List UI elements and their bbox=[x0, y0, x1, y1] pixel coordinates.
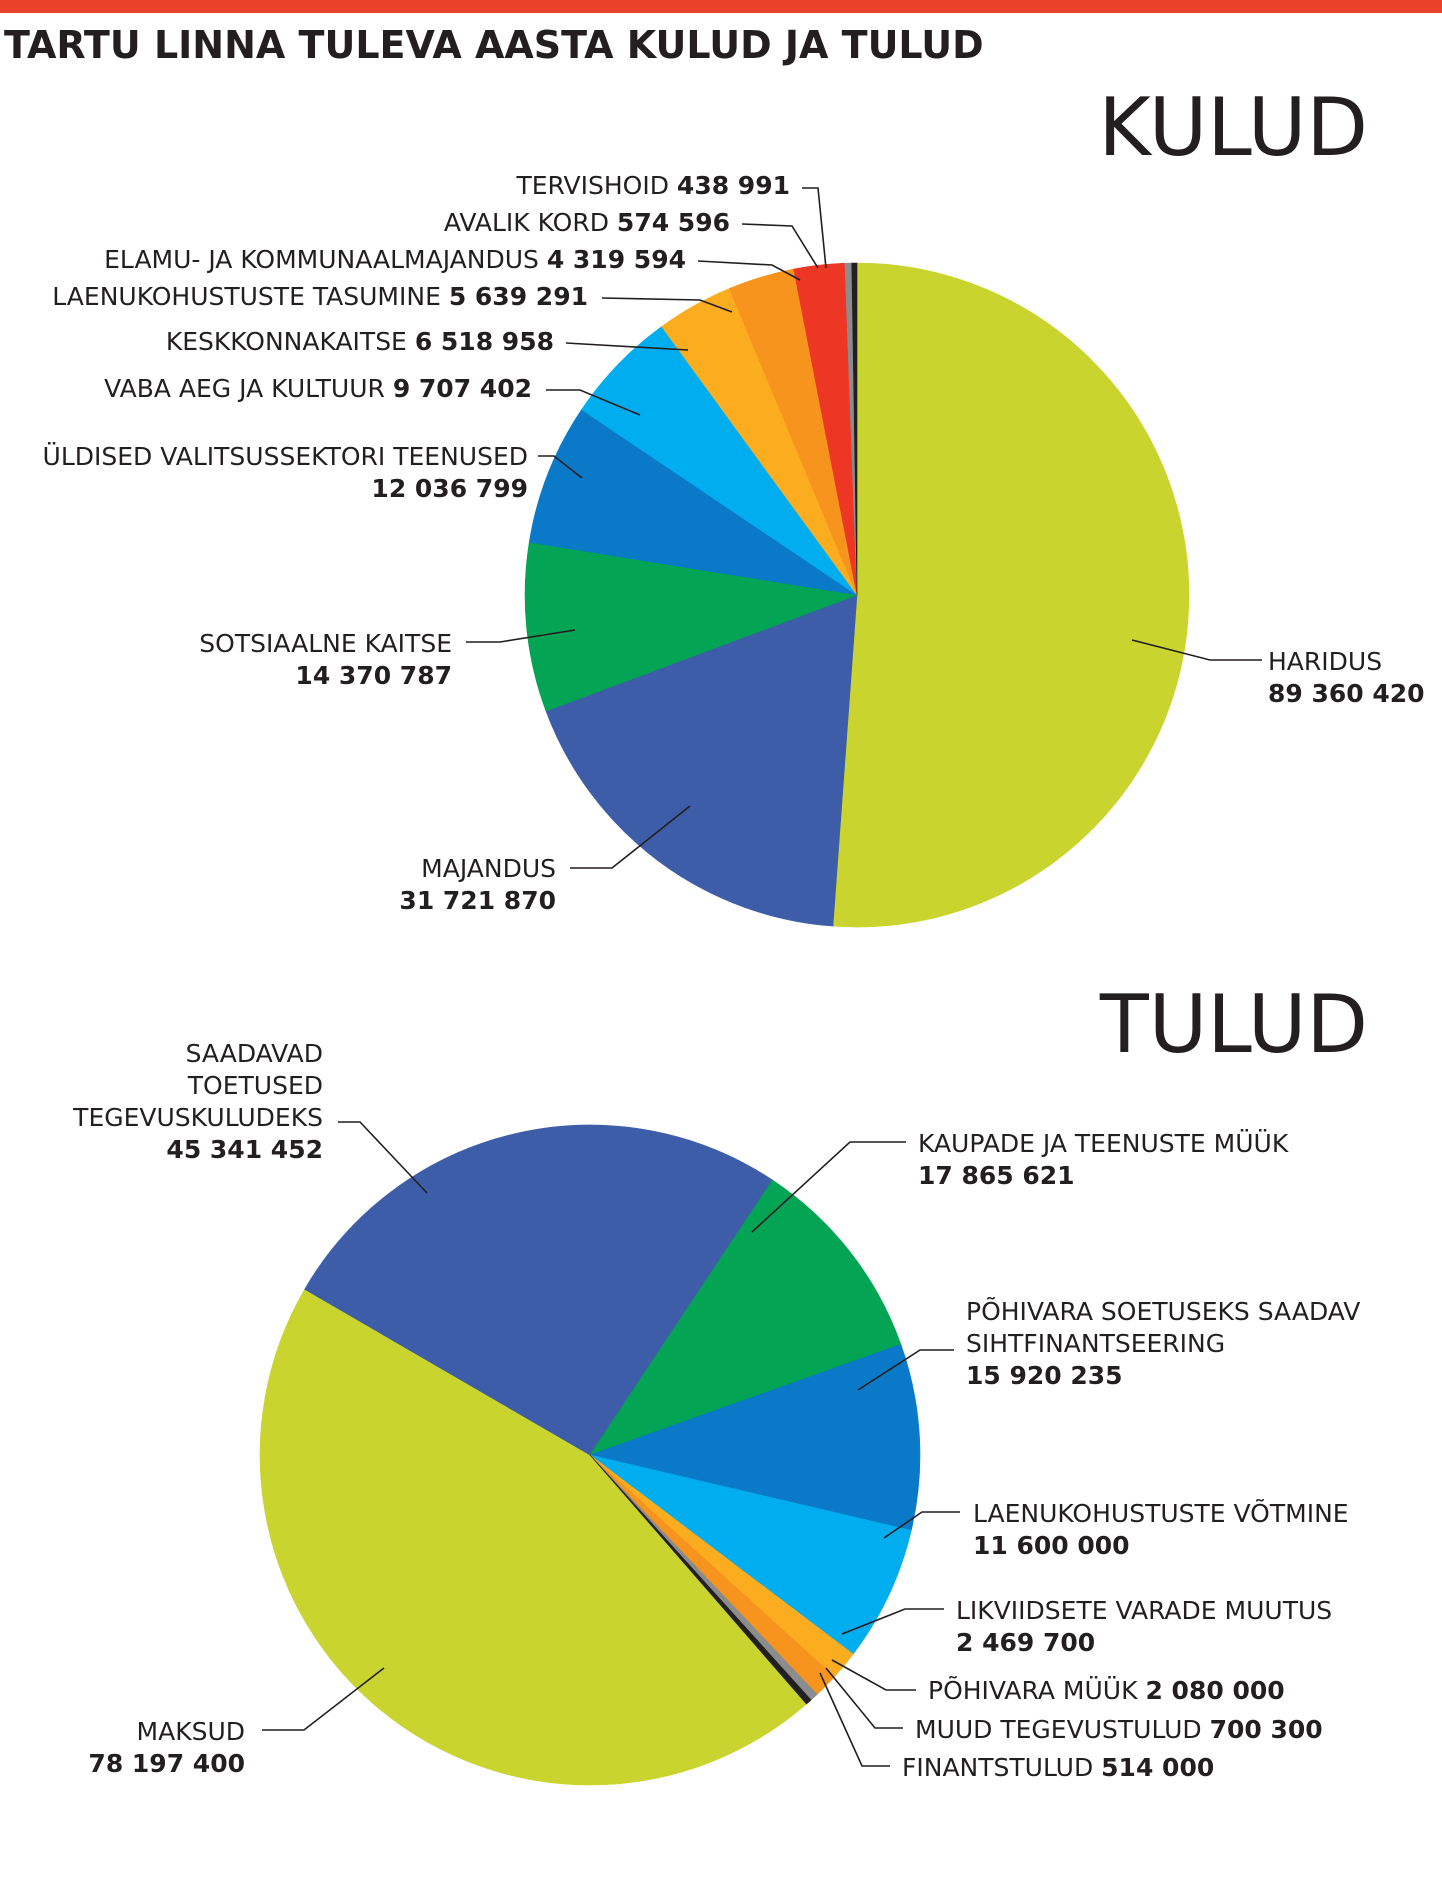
tulud-label-likviidsete-varade-muutus-leader bbox=[841, 1608, 944, 1635]
kulud-label-sotsiaalne-kaitse: SOTSIAALNE KAITSE 14 370 787 bbox=[199, 629, 452, 690]
tulud-label-pohivara-soetuseks-saadav-sihtfinantseering-name-line: PÕHIVARA SOETUSEKS SAADAV bbox=[966, 1296, 1360, 1326]
tulud-chart-title: TULUD bbox=[1099, 978, 1368, 1071]
tulud-label-muud-tegevustulud-value: 700 300 bbox=[1210, 1715, 1323, 1744]
tulud-label-pohivara-soetuseks-saadav-sihtfinantseering-value: 15 920 235 bbox=[966, 1361, 1123, 1390]
tulud-label-kaupade-ja-teenuste-muuk-leader bbox=[751, 1141, 906, 1233]
kulud-label-tervishoid-leader bbox=[802, 187, 827, 269]
kulud-label-elamu-ja-kommunaalmajandus-leader bbox=[697, 260, 801, 281]
tulud-label-finantstulud-name: FINANTSTULUD bbox=[902, 1753, 1101, 1782]
tulud-label-saadavad-toetused-tegevuskuludeks-value: 45 341 452 bbox=[166, 1135, 323, 1164]
kulud-label-laenukohustuste-tasumine-name: LAENUKOHUSTUSTE TASUMINE bbox=[52, 282, 449, 311]
page-title: TARTU LINNA TULEVA AASTA KULUD JA TULUD bbox=[4, 23, 984, 67]
kulud-pie-chart bbox=[524, 262, 1190, 928]
kulud-label-vaba-aeg-ja-kultuur-name: VABA AEG JA KULTUUR bbox=[104, 374, 393, 403]
tulud-label-laenukohustuste-votmine-value: 11 600 000 bbox=[973, 1531, 1130, 1560]
kulud-label-keskkonnakaitse-leader bbox=[565, 342, 689, 351]
kulud-label-haridus-leader bbox=[1131, 639, 1262, 661]
tulud-label-muud-tegevustulud-leader bbox=[825, 1667, 903, 1729]
tulud-label-maksud-value: 78 197 400 bbox=[88, 1749, 245, 1778]
tulud-label-muud-tegevustulud: MUUD TEGEVUSTULUD 700 300 bbox=[915, 1715, 1323, 1744]
tulud-slice-maksud bbox=[259, 1288, 807, 1786]
kulud-label-vaba-aeg-ja-kultuur-value: 9 707 402 bbox=[393, 374, 532, 403]
tulud-label-likviidsete-varade-muutus-value: 2 469 700 bbox=[956, 1628, 1095, 1657]
tulud-label-pohivara-muuk-name: PÕHIVARA MÜÜK bbox=[928, 1675, 1145, 1705]
kulud-slice-uldised-valitsussektori-teenused bbox=[528, 409, 858, 596]
kulud-label-sotsiaalne-kaitse-name-line: SOTSIAALNE KAITSE bbox=[199, 629, 452, 658]
tulud-label-maksud-name-line: MAKSUD bbox=[137, 1717, 245, 1746]
kulud-labels: HARIDUS 89 360 420 MAJANDUS 31 721 870 SOTSI… bbox=[43, 171, 1425, 915]
tulud-label-laenukohustuste-votmine-name-line: LAENUKOHUSTUSTE VÕTMINE bbox=[973, 1498, 1349, 1528]
tulud-label-laenukohustuste-votmine: LAENUKOHUSTUSTE VÕTMINE 11 600 000 bbox=[973, 1498, 1349, 1560]
kulud-label-laenukohustuste-tasumine: LAENUKOHUSTUSTE TASUMINE 5 639 291 bbox=[52, 282, 588, 311]
kulud-label-tervishoid: TERVISHOID 438 991 bbox=[515, 171, 790, 200]
tulud-label-finantstulud-leader bbox=[819, 1672, 890, 1767]
tulud-label-saadavad-toetused-tegevuskuludeks-name-line: TOETUSED bbox=[187, 1071, 323, 1100]
kulud-label-haridus: HARIDUS 89 360 420 bbox=[1268, 647, 1425, 708]
kulud-label-avalik-kord-leader bbox=[741, 223, 819, 269]
kulud-chart-title: KULUD bbox=[1098, 81, 1368, 174]
tulud-label-saadavad-toetused-tegevuskuludeks-name-line: SAADAVAD bbox=[186, 1039, 323, 1068]
kulud-label-avalik-kord-value: 574 596 bbox=[617, 208, 730, 237]
tulud-label-likviidsete-varade-muutus: LIKVIIDSETE VARADE MUUTUS 2 469 700 bbox=[956, 1596, 1332, 1657]
tulud-label-saadavad-toetused-tegevuskuludeks-name-line: TEGEVUSKULUDEKS bbox=[72, 1103, 323, 1132]
kulud-label-uldised-valitsussektori-teenused-value: 12 036 799 bbox=[371, 474, 528, 503]
kulud-label-majandus-name-line: MAJANDUS bbox=[421, 854, 556, 883]
kulud-label-keskkonnakaitse: KESKKONNAKAITSE 6 518 958 bbox=[166, 327, 554, 356]
tulud-slice-kaupade-ja-teenuste-muuk bbox=[589, 1179, 902, 1456]
tulud-label-pohivara-soetuseks-saadav-sihtfinantseering-leader bbox=[857, 1349, 954, 1391]
kulud-slice-sotsiaalne-kaitse bbox=[524, 541, 859, 712]
kulud-label-tervishoid-value: 438 991 bbox=[677, 171, 790, 200]
tulud-label-kaupade-ja-teenuste-muuk: KAUPADE JA TEENUSTE MÜÜK 17 865 621 bbox=[918, 1129, 1289, 1190]
tulud-label-maksud: MAKSUD 78 197 400 bbox=[88, 1717, 245, 1778]
kulud-label-avalik-kord: AVALIK KORD 574 596 bbox=[444, 208, 730, 237]
kulud-label-keskkonnakaitse-name: KESKKONNAKAITSE bbox=[166, 327, 415, 356]
kulud-label-tervishoid-name: TERVISHOID bbox=[515, 171, 676, 200]
tulud-label-pohivara-muuk-leader bbox=[831, 1659, 916, 1691]
kulud-label-majandus-value: 31 721 870 bbox=[399, 886, 556, 915]
tulud-slice-saadavad-toetused-tegevuskuludeks bbox=[304, 1124, 773, 1456]
tulud-slice-laenukohustuste-votmine bbox=[589, 1454, 912, 1655]
tulud-label-kaupade-ja-teenuste-muuk-value: 17 865 621 bbox=[918, 1161, 1075, 1190]
tulud-label-muud-tegevustulud-name: MUUD TEGEVUSTULUD bbox=[915, 1715, 1210, 1744]
tulud-label-finantstulud: FINANTSTULUD 514 000 bbox=[902, 1753, 1214, 1782]
tulud-label-pohivara-soetuseks-saadav-sihtfinantseering: PÕHIVARA SOETUSEKS SAADAV SIHTFINANTSEERI… bbox=[966, 1296, 1360, 1390]
kulud-label-majandus-leader bbox=[570, 805, 691, 869]
kulud-label-keskkonnakaitse-value: 6 518 958 bbox=[415, 327, 554, 356]
tulud-label-saadavad-toetused-tegevuskuludeks: SAADAVAD TOETUSED TEGEVUSKULUDEKS 45 341 45… bbox=[72, 1039, 323, 1164]
tulud-label-pohivara-soetuseks-saadav-sihtfinantseering-name-line: SIHTFINANTSEERING bbox=[966, 1329, 1225, 1358]
top-accent-bar bbox=[0, 0, 1442, 13]
tulud-labels: MAKSUD 78 197 400 SAADAVAD TOETUSED TEGEVUSK… bbox=[72, 1039, 1360, 1782]
kulud-slice-haridus bbox=[832, 262, 1190, 928]
kulud-label-uldised-valitsussektori-teenused: ÜLDISED VALITSUSSEKTORI TEENUSED 12 036 7… bbox=[43, 442, 528, 503]
kulud-label-haridus-name-line: HARIDUS bbox=[1268, 647, 1382, 676]
tulud-label-laenukohustuste-votmine-leader bbox=[883, 1511, 960, 1539]
tulud-label-likviidsete-varade-muutus-name-line: LIKVIIDSETE VARADE MUUTUS bbox=[956, 1596, 1332, 1625]
tulud-slice-finantstulud bbox=[589, 1454, 812, 1705]
kulud-label-uldised-valitsussektori-teenused-leader bbox=[538, 455, 583, 479]
tulud-label-pohivara-muuk: PÕHIVARA MÜÜK 2 080 000 bbox=[928, 1675, 1285, 1705]
kulud-label-elamu-ja-kommunaalmajandus: ELAMU- JA KOMMUNAALMAJANDUS 4 319 594 bbox=[104, 245, 686, 274]
kulud-slice-tervishoid bbox=[851, 262, 858, 596]
kulud-label-elamu-ja-kommunaalmajandus-value: 4 319 594 bbox=[547, 245, 686, 274]
kulud-slice-majandus bbox=[545, 594, 858, 927]
tulud-label-saadavad-toetused-tegevuskuludeks-leader bbox=[338, 1121, 428, 1194]
kulud-label-sotsiaalne-kaitse-leader bbox=[466, 629, 576, 643]
tulud-label-pohivara-muuk-value: 2 080 000 bbox=[1145, 1676, 1284, 1705]
kulud-label-sotsiaalne-kaitse-value: 14 370 787 bbox=[295, 661, 452, 690]
kulud-label-avalik-kord-name: AVALIK KORD bbox=[444, 208, 617, 237]
kulud-label-laenukohustuste-tasumine-value: 5 639 291 bbox=[449, 282, 588, 311]
kulud-label-uldised-valitsussektori-teenused-name-line: ÜLDISED VALITSUSSEKTORI TEENUSED bbox=[43, 442, 528, 471]
kulud-label-vaba-aeg-ja-kultuur: VABA AEG JA KULTUUR 9 707 402 bbox=[104, 374, 532, 403]
tulud-label-maksud-leader bbox=[262, 1667, 385, 1731]
tulud-pie-chart bbox=[259, 1124, 921, 1786]
kulud-label-laenukohustuste-tasumine-leader bbox=[601, 297, 733, 313]
kulud-label-majandus: MAJANDUS 31 721 870 bbox=[399, 854, 556, 915]
kulud-label-vaba-aeg-ja-kultuur-leader bbox=[546, 389, 641, 416]
tulud-label-finantstulud-value: 514 000 bbox=[1101, 1753, 1214, 1782]
kulud-label-haridus-value: 89 360 420 bbox=[1268, 679, 1425, 708]
kulud-label-elamu-ja-kommunaalmajandus-name: ELAMU- JA KOMMUNAALMAJANDUS bbox=[104, 245, 547, 274]
tulud-label-kaupade-ja-teenuste-muuk-name-line: KAUPADE JA TEENUSTE MÜÜK bbox=[918, 1129, 1289, 1158]
